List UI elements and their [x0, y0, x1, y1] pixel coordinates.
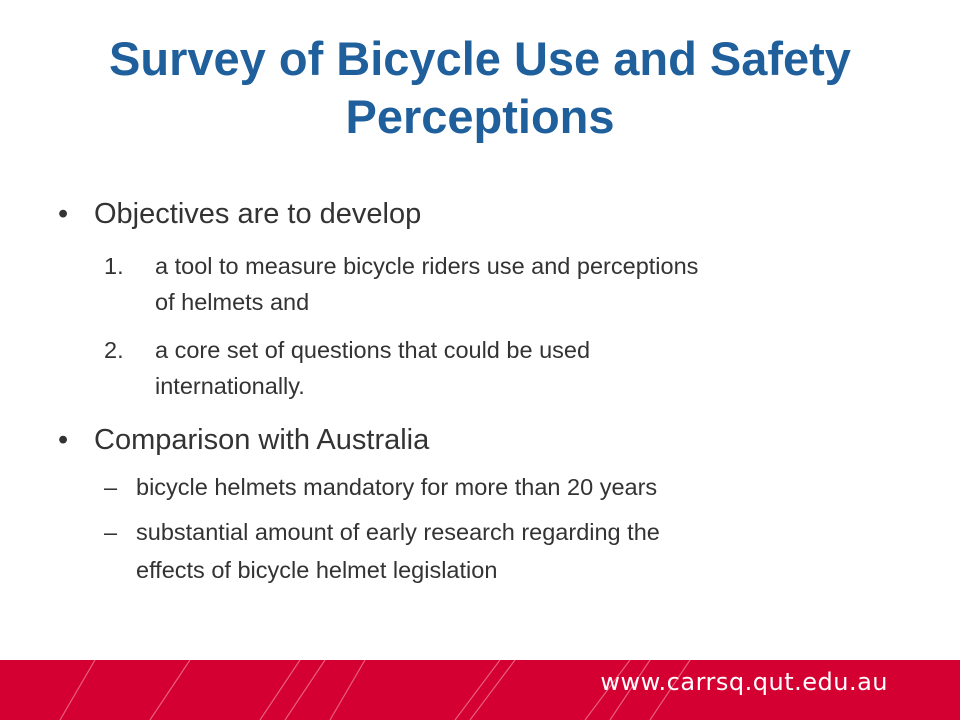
number-marker: 1. [104, 253, 124, 279]
slide-content: • Objectives are to develop 1. a tool to… [58, 198, 699, 583]
dash-marker: – [104, 519, 118, 545]
bullet-marker: • [58, 424, 69, 456]
dash-marker: – [104, 474, 118, 500]
dash-item-line: substantial amount of early research reg… [136, 519, 660, 545]
footer-decorative-lines [59, 660, 691, 720]
number-marker: 2. [104, 337, 124, 363]
numbered-item-line: internationally. [155, 373, 305, 399]
footer-url: www.carrsq.qut.edu.au [600, 668, 888, 696]
bullet-text: Objectives are to develop [94, 198, 422, 230]
numbered-item-line: of helmets and [155, 289, 310, 315]
dash-item-line: effects of bicycle helmet legislation [136, 557, 498, 583]
numbered-item-line: a core set of questions that could be us… [155, 337, 591, 363]
bullet-marker: • [58, 198, 69, 230]
numbered-item-line: a tool to measure bicycle riders use and… [155, 253, 699, 279]
footer-band: www.carrsq.qut.edu.au [0, 660, 960, 720]
slide-title: Survey of Bicycle Use and Safety Percept… [109, 32, 851, 143]
bullet-text: Comparison with Australia [94, 424, 430, 456]
dash-item-line: bicycle helmets mandatory for more than … [136, 474, 658, 500]
